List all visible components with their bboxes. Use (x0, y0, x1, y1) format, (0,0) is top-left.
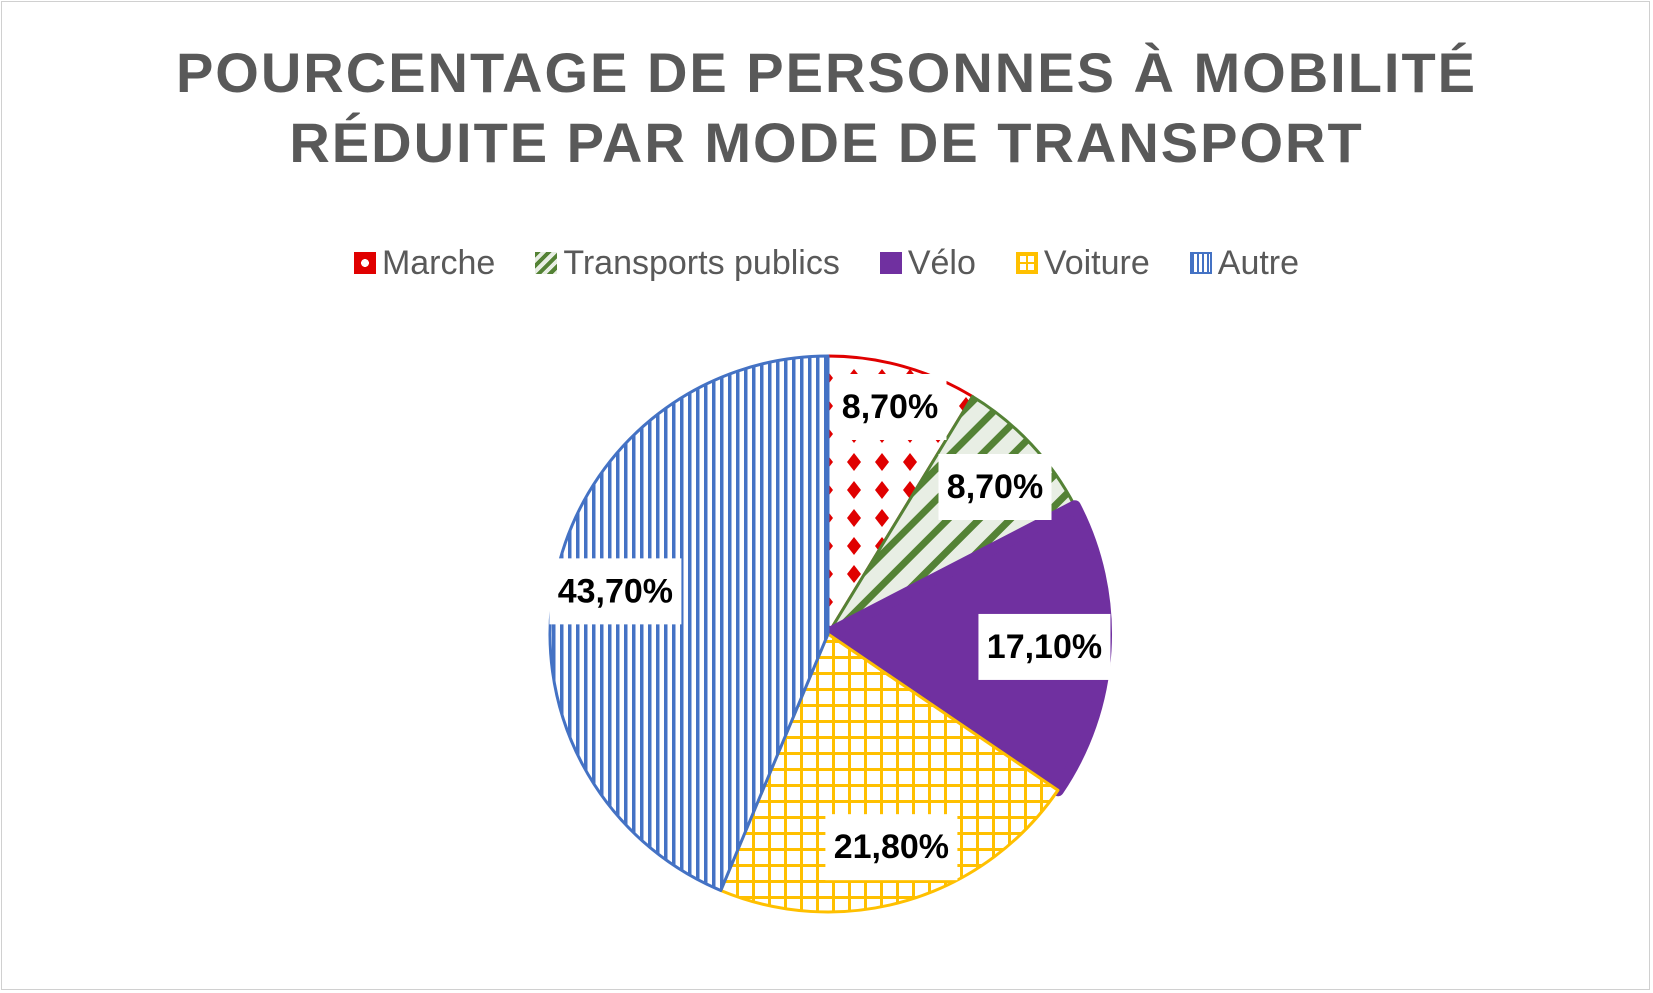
legend-label-autre: Autre (1217, 244, 1300, 282)
data-label-box-velo (978, 613, 1111, 680)
data-label-box-autre (549, 558, 682, 625)
legend-swatch-transports-publics (535, 252, 558, 274)
legend-label-transports-publics: Transports publics (563, 244, 840, 282)
data-label-autre: 43,70% (549, 558, 682, 625)
chart-legend: Marche Transports publics Vélo Voiture A… (0, 238, 1653, 288)
data-label-velo: 17,10% (978, 613, 1111, 680)
data-label-text-autre: 43,70% (558, 572, 673, 610)
chart-title: POURCENTAGE DE PERSONNES À MOBILITÉ RÉDU… (0, 38, 1653, 178)
data-label-transports-publics: 8,70% (938, 454, 1052, 520)
data-label-text-transports-publics: 8,70% (947, 468, 1043, 506)
chart-title-line-1: POURCENTAGE DE PERSONNES À MOBILITÉ (175, 41, 1478, 104)
legend-label-voiture: Voiture (1043, 244, 1150, 282)
legend-swatch-velo (879, 252, 902, 274)
chart-title-line-2: RÉDUITE PAR MODE DE TRANSPORT (289, 111, 1364, 174)
data-label-text-marche: 8,70% (842, 388, 938, 426)
legend-label-velo: Vélo (907, 244, 976, 282)
pie-slice-voiture (719, 632, 1060, 914)
data-label-box-voiture (825, 814, 958, 881)
legend-item-voiture: Voiture (1015, 238, 1150, 288)
data-label-marche: 8,70% (833, 374, 947, 440)
legend-swatch-voiture (1015, 252, 1038, 274)
data-label-box-marche (833, 374, 947, 440)
data-label-voiture: 21,80% (825, 814, 958, 881)
legend-label-marche: Marche (381, 244, 496, 282)
data-label-box-transports-publics (938, 454, 1052, 520)
data-label-text-voiture: 21,80% (834, 828, 949, 866)
legend-item-transports-publics: Transports publics (535, 238, 840, 288)
legend-swatch-marche (353, 252, 376, 274)
legend-item-velo: Vélo (879, 238, 976, 288)
legend-item-marche: Marche (353, 238, 496, 288)
legend-swatch-autre (1189, 252, 1212, 274)
legend-item-autre: Autre (1189, 238, 1300, 288)
data-label-text-velo: 17,10% (987, 628, 1102, 666)
